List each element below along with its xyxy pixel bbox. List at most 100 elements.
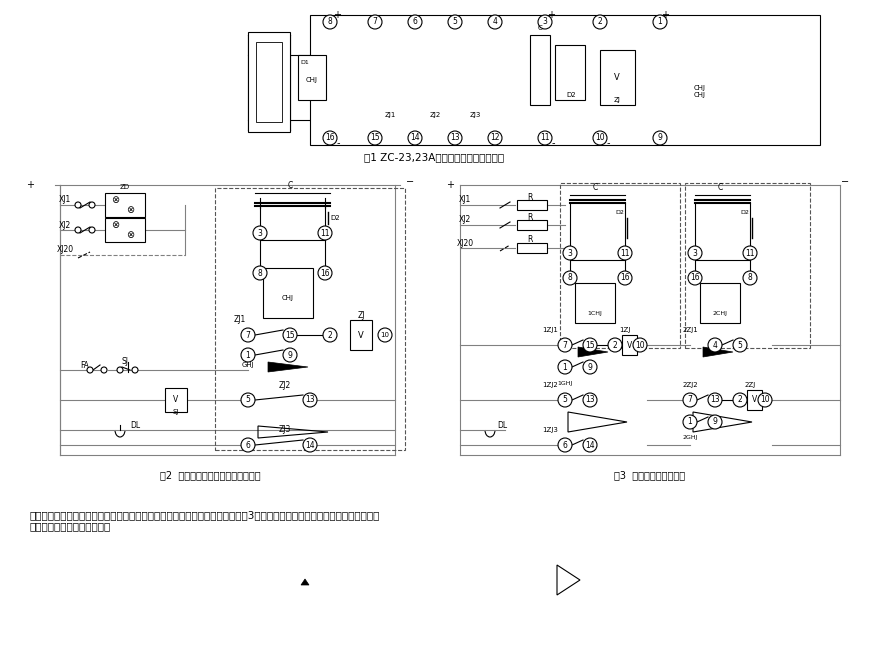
Circle shape bbox=[733, 338, 747, 352]
Circle shape bbox=[683, 415, 697, 429]
Text: 16: 16 bbox=[320, 268, 330, 278]
Text: ZJ2: ZJ2 bbox=[279, 380, 291, 389]
Text: -: - bbox=[551, 138, 554, 148]
Text: 1ZJ: 1ZJ bbox=[620, 327, 631, 333]
Bar bbox=[600, 50, 635, 105]
Bar bbox=[310, 15, 820, 145]
Circle shape bbox=[683, 393, 697, 407]
Text: 2ZJ1: 2ZJ1 bbox=[682, 327, 698, 333]
Text: 9: 9 bbox=[713, 417, 718, 426]
Text: XJ2: XJ2 bbox=[459, 216, 471, 224]
Circle shape bbox=[303, 393, 317, 407]
Circle shape bbox=[743, 271, 757, 285]
Circle shape bbox=[117, 367, 123, 373]
Circle shape bbox=[733, 393, 747, 407]
Text: ZJ2: ZJ2 bbox=[429, 112, 441, 118]
Circle shape bbox=[558, 338, 572, 352]
Text: 5: 5 bbox=[738, 341, 742, 350]
Circle shape bbox=[653, 131, 667, 145]
Text: 2: 2 bbox=[328, 330, 332, 339]
Text: XJ20: XJ20 bbox=[456, 239, 474, 248]
Text: CHJ: CHJ bbox=[306, 77, 318, 83]
Text: CHJ: CHJ bbox=[694, 85, 706, 91]
Text: 图3  冲击自动复归接线图: 图3 冲击自动复归接线图 bbox=[614, 470, 686, 480]
Circle shape bbox=[241, 438, 255, 452]
Text: ⊗: ⊗ bbox=[111, 220, 119, 230]
Text: 7: 7 bbox=[562, 341, 567, 350]
Text: −: − bbox=[841, 177, 849, 187]
Text: ZJ1: ZJ1 bbox=[234, 315, 246, 324]
Text: D2: D2 bbox=[740, 211, 749, 216]
Text: D1: D1 bbox=[301, 60, 309, 64]
Bar bbox=[685, 183, 810, 348]
Circle shape bbox=[101, 367, 107, 373]
Text: 4: 4 bbox=[493, 18, 497, 27]
Circle shape bbox=[408, 15, 422, 29]
Circle shape bbox=[323, 131, 337, 145]
Text: 14: 14 bbox=[305, 441, 315, 450]
Polygon shape bbox=[301, 579, 309, 585]
Text: 13: 13 bbox=[710, 395, 720, 404]
Text: XJ20: XJ20 bbox=[56, 246, 74, 255]
Text: +: + bbox=[446, 180, 454, 190]
Polygon shape bbox=[578, 347, 608, 357]
Text: ZJ3: ZJ3 bbox=[469, 112, 481, 118]
Text: 8: 8 bbox=[747, 274, 753, 283]
Text: 3: 3 bbox=[693, 248, 698, 257]
Circle shape bbox=[688, 271, 702, 285]
Text: 3: 3 bbox=[257, 229, 262, 237]
Text: 15: 15 bbox=[370, 133, 380, 142]
Text: 5: 5 bbox=[562, 395, 567, 404]
Text: 15: 15 bbox=[585, 341, 594, 350]
Circle shape bbox=[558, 438, 572, 452]
Text: -: - bbox=[336, 138, 340, 148]
Text: V: V bbox=[614, 73, 620, 81]
Circle shape bbox=[593, 131, 607, 145]
Text: 7: 7 bbox=[687, 395, 693, 404]
Circle shape bbox=[563, 271, 577, 285]
Circle shape bbox=[448, 131, 462, 145]
Text: 12: 12 bbox=[490, 133, 500, 142]
Text: 6: 6 bbox=[413, 18, 417, 27]
Text: 15: 15 bbox=[285, 330, 295, 339]
Bar bbox=[350, 320, 372, 350]
Text: 13: 13 bbox=[585, 395, 594, 404]
Circle shape bbox=[303, 438, 317, 452]
Circle shape bbox=[593, 15, 607, 29]
Text: 8: 8 bbox=[257, 268, 262, 278]
Bar bbox=[263, 268, 313, 318]
Circle shape bbox=[633, 338, 647, 352]
Text: V: V bbox=[358, 330, 364, 339]
Circle shape bbox=[618, 271, 632, 285]
Text: R: R bbox=[527, 235, 533, 244]
Text: 16: 16 bbox=[325, 133, 335, 142]
Text: 1ZJ2: 1ZJ2 bbox=[542, 382, 558, 388]
Text: 16: 16 bbox=[690, 274, 700, 283]
Polygon shape bbox=[703, 347, 733, 357]
Text: 图2  电压手动复归和延时复归接线图: 图2 电压手动复归和延时复归接线图 bbox=[160, 470, 261, 480]
Text: 10: 10 bbox=[595, 133, 605, 142]
Text: 9: 9 bbox=[288, 350, 293, 359]
Text: 1: 1 bbox=[658, 18, 662, 27]
Circle shape bbox=[378, 328, 392, 342]
Circle shape bbox=[708, 415, 722, 429]
Circle shape bbox=[538, 131, 552, 145]
Bar bbox=[530, 35, 550, 105]
Circle shape bbox=[368, 131, 382, 145]
Text: +: + bbox=[333, 10, 341, 20]
Text: 1GHJ: 1GHJ bbox=[557, 380, 573, 385]
Text: 11: 11 bbox=[541, 133, 550, 142]
Circle shape bbox=[688, 246, 702, 260]
Text: C: C bbox=[718, 183, 723, 192]
Text: D2: D2 bbox=[615, 211, 625, 216]
Text: +: + bbox=[26, 180, 34, 190]
Circle shape bbox=[488, 15, 502, 29]
Circle shape bbox=[283, 348, 297, 362]
Circle shape bbox=[558, 393, 572, 407]
Circle shape bbox=[241, 328, 255, 342]
Circle shape bbox=[488, 131, 502, 145]
Text: +: + bbox=[661, 10, 669, 20]
Text: XJ1: XJ1 bbox=[59, 196, 71, 205]
Text: 2: 2 bbox=[738, 395, 742, 404]
Text: V: V bbox=[174, 395, 179, 404]
